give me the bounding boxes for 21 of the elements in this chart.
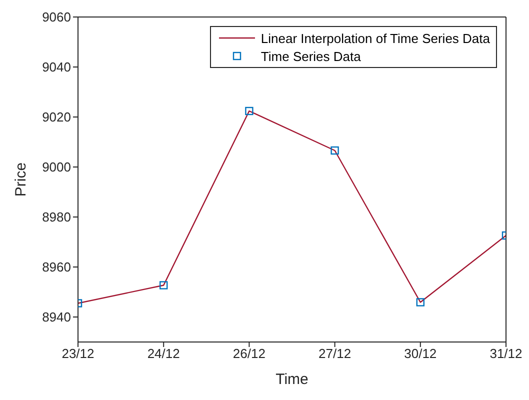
point [416, 298, 424, 306]
x-tick-label: 23/12 [62, 346, 94, 362]
legend-label: Time Series Data [260, 48, 361, 64]
y-tick-label: 9020 [42, 110, 71, 125]
x-tick-label: 30/12 [404, 346, 437, 362]
point [245, 106, 254, 116]
y-tick-label: 8960 [42, 260, 71, 275]
x-tick-label: 31/12 [490, 346, 522, 362]
y-tick-label: 9040 [42, 60, 71, 75]
point [160, 281, 168, 290]
point [330, 146, 339, 155]
x-tick-label: 26/12 [232, 346, 266, 362]
legend-label: Linear Interpolation of Time Series Data [260, 30, 490, 46]
y-axis-title: Price [12, 162, 30, 197]
x-tick-label: 24/12 [147, 346, 180, 362]
y-tick-label: 8980 [42, 210, 71, 225]
y-tick-label: 9000 [42, 160, 71, 175]
x-axis-title: Time [276, 371, 308, 388]
x-tick-label: 27/12 [318, 346, 352, 362]
y-tick-label: 8940 [42, 310, 71, 325]
y-tick-label: 9060 [42, 10, 71, 25]
